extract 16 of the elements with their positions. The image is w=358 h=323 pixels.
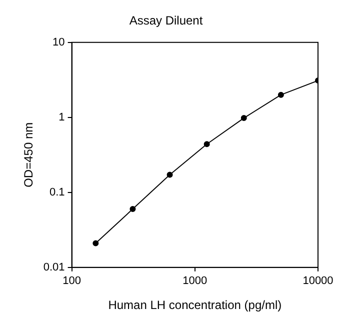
x-tick-label: 100 — [62, 275, 81, 288]
point — [92, 240, 99, 246]
y-axis-title: OD=450 nm — [22, 122, 36, 188]
point — [166, 172, 173, 178]
y-tick-label: 1 — [58, 111, 65, 124]
point — [240, 115, 247, 122]
x-axis-title: Human LH concentration (pg/ml) — [108, 298, 282, 312]
y-tick-label: 0.1 — [50, 186, 65, 198]
x-tick-label: 1000 — [182, 275, 208, 288]
y-tick-label: 0.01 — [43, 261, 65, 274]
point — [130, 206, 136, 212]
point — [204, 141, 210, 148]
y-tick-label: 10 — [52, 36, 65, 48]
chart-title: Assay Diluent — [129, 14, 204, 28]
x-tick-label: 10000 — [302, 275, 334, 288]
point — [278, 92, 284, 98]
